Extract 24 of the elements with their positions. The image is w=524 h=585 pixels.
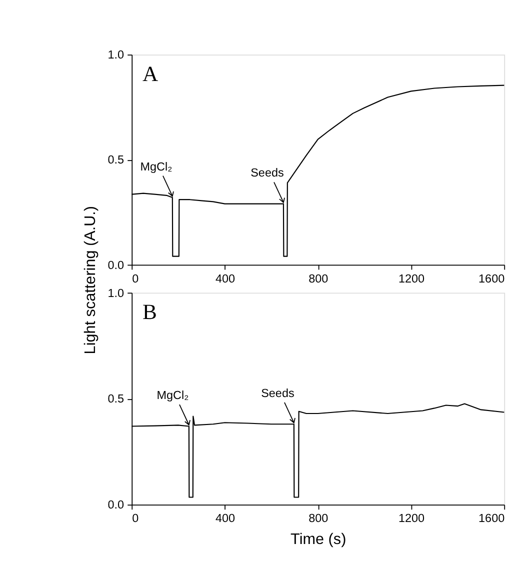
y-tick-label: 1.0 bbox=[108, 286, 124, 300]
y-tick-label: 0.5 bbox=[108, 392, 124, 406]
x-tick-label: 0 bbox=[132, 272, 140, 286]
x-tick-label: 0 bbox=[132, 512, 140, 526]
x-tick-label: 1200 bbox=[398, 512, 425, 526]
annotation: MgCl₂ bbox=[140, 160, 172, 174]
x-tick-label: 1200 bbox=[398, 272, 425, 286]
x-tick-label: 400 bbox=[215, 272, 236, 286]
annotation: MgCl₂ bbox=[156, 389, 189, 402]
y-tick-label: 0.0 bbox=[108, 258, 124, 272]
y-tick-label: 0.5 bbox=[108, 154, 124, 167]
annotation: Seeds bbox=[261, 387, 294, 400]
x-tick-label: 400 bbox=[215, 512, 236, 526]
x-tick-label: 800 bbox=[308, 272, 329, 286]
x-tick-label: 800 bbox=[308, 512, 329, 526]
x-tick-label: 1600 bbox=[478, 512, 506, 526]
x-axis-title: Time (s) bbox=[290, 530, 346, 548]
y-tick-label: 0.0 bbox=[108, 498, 124, 512]
x-tick-label: 1600 bbox=[478, 272, 506, 286]
y-axis-title: Light scattering (A.U.) bbox=[82, 206, 100, 354]
annotation: B bbox=[142, 300, 157, 324]
annotation: Seeds bbox=[250, 166, 284, 180]
y-tick-label: 1.0 bbox=[108, 48, 124, 62]
annotation: A bbox=[142, 62, 158, 86]
